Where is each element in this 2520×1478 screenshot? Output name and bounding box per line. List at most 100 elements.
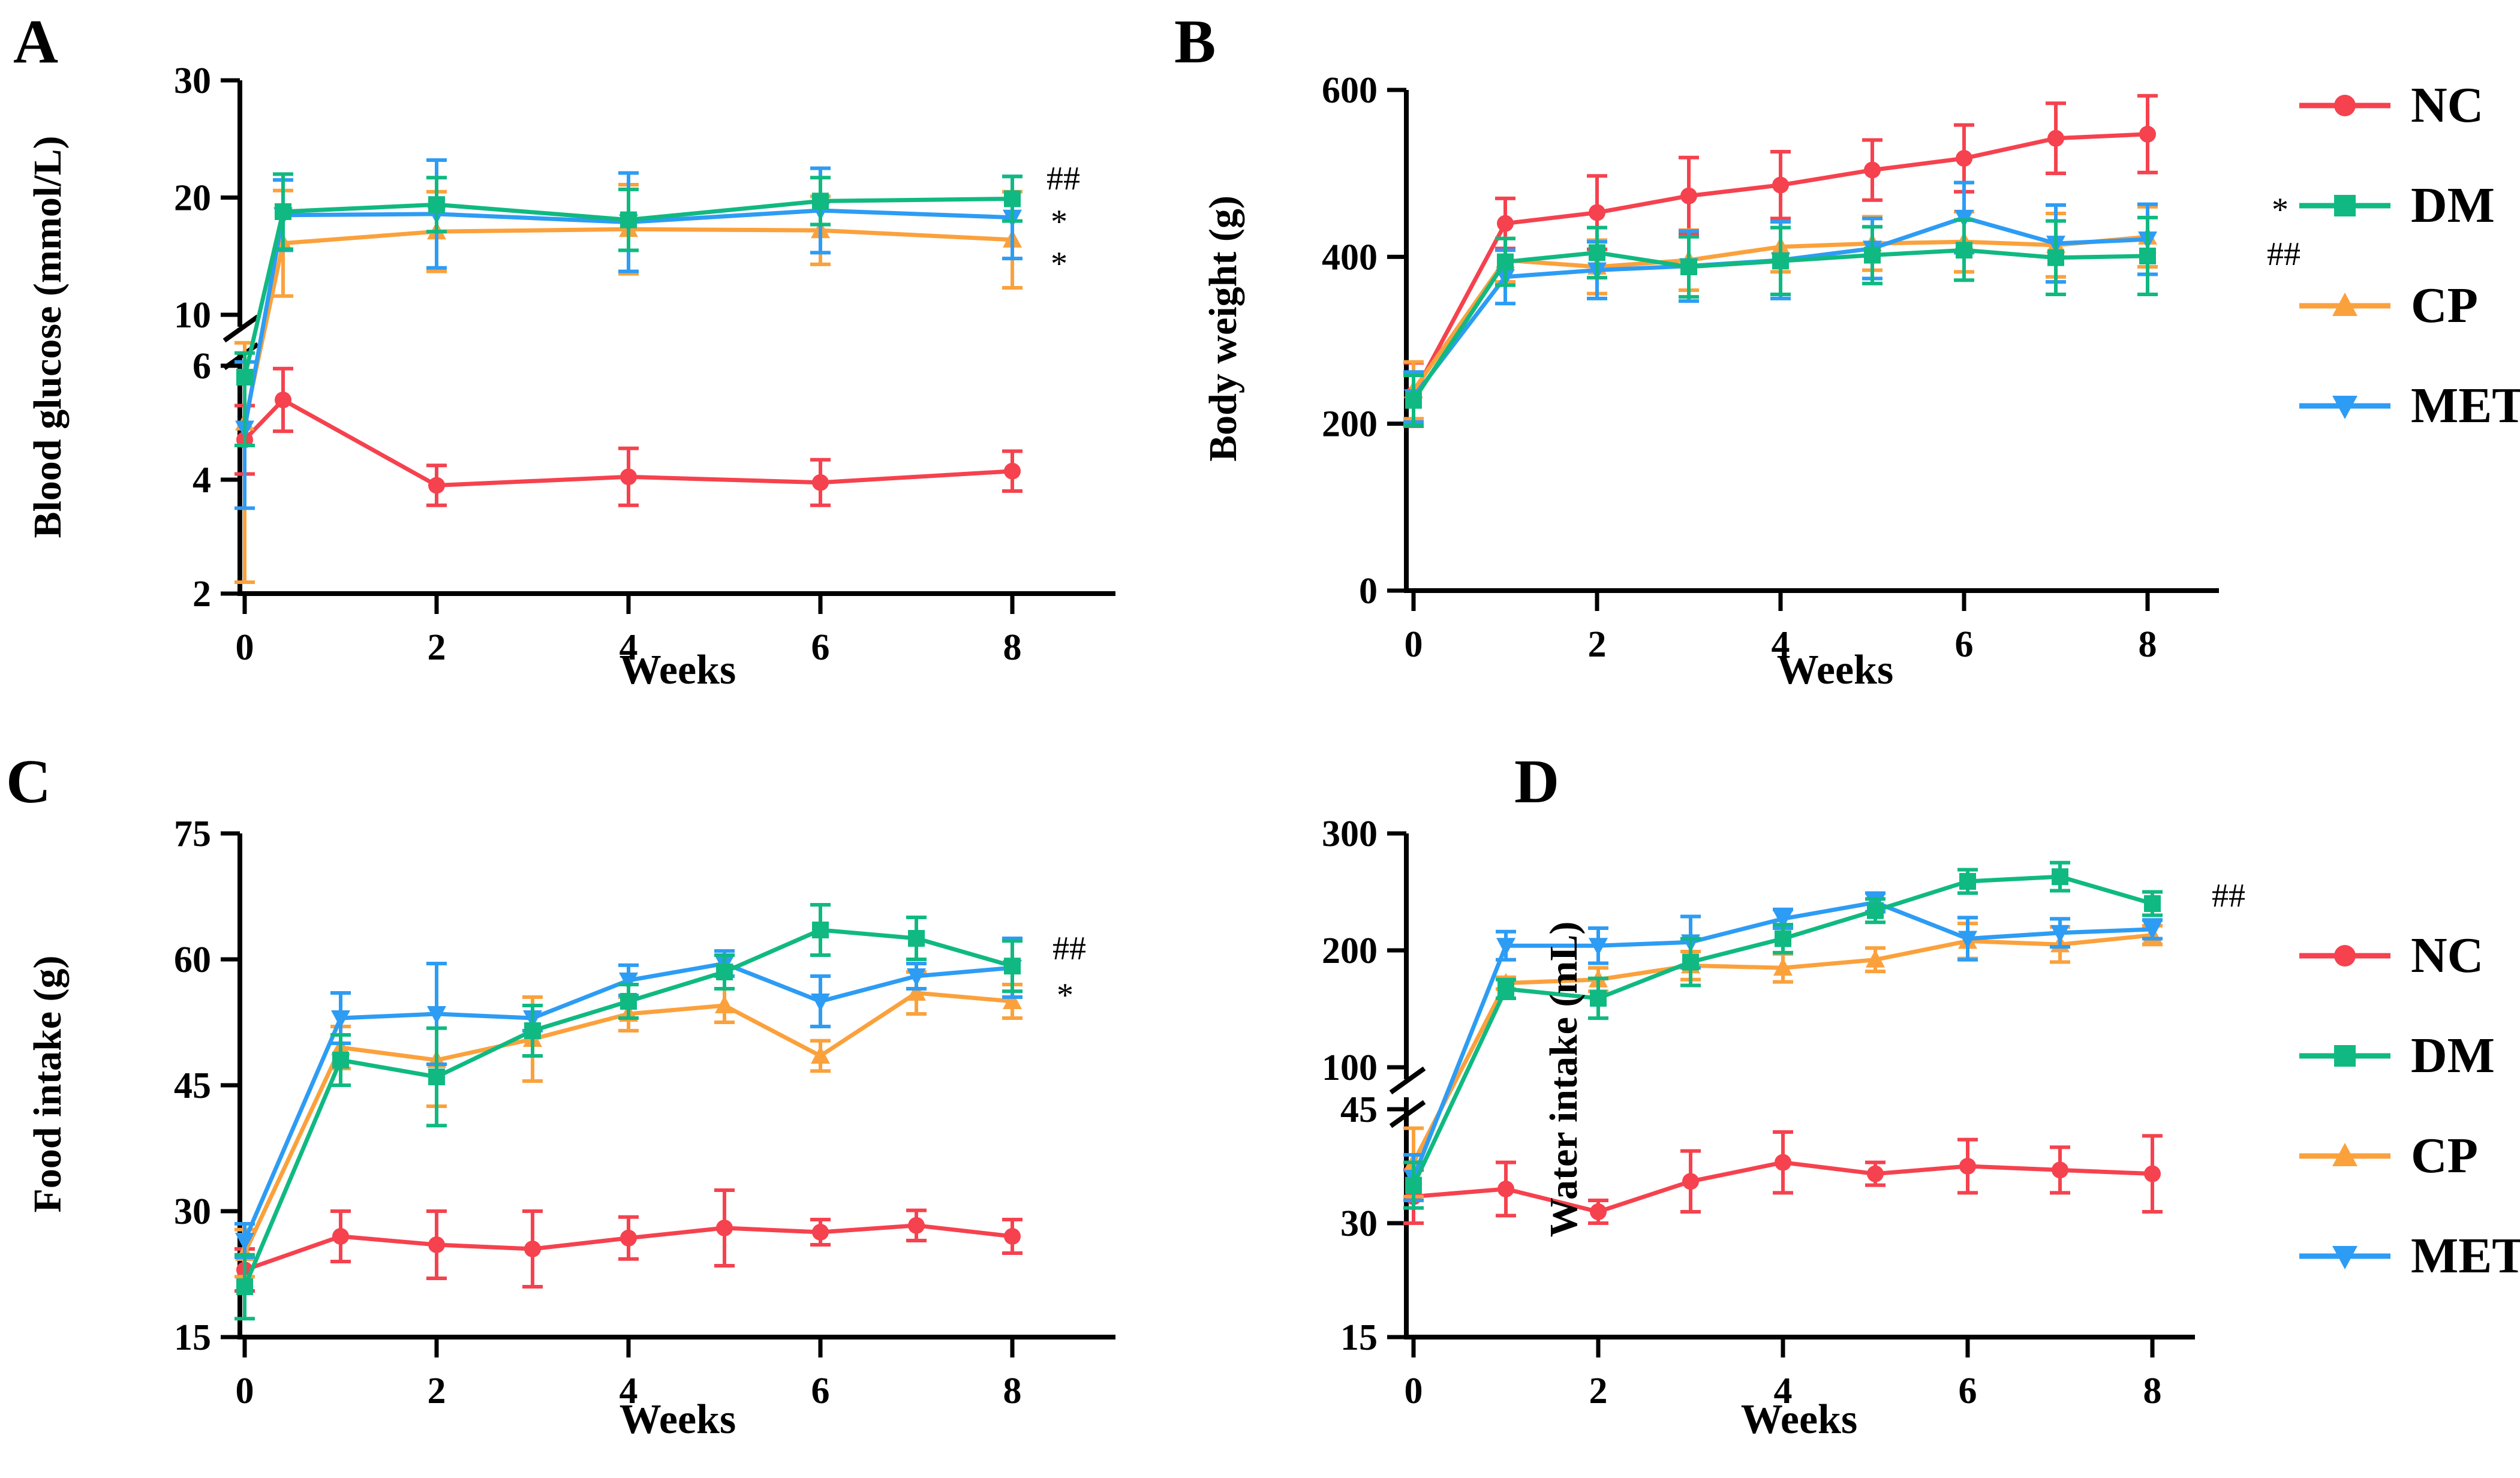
triangle-up-icon bbox=[2299, 292, 2390, 316]
panel-D-annotations: ## bbox=[2212, 877, 2245, 914]
legend-label: NC bbox=[2411, 77, 2484, 133]
svg-text:30: 30 bbox=[1340, 1203, 1378, 1244]
svg-text:*: * bbox=[1057, 977, 1073, 1014]
svg-text:*: * bbox=[1051, 245, 1067, 282]
panel-D-series-DM bbox=[1403, 860, 2163, 1210]
legend-top: NC DM CP MET bbox=[2297, 55, 2520, 456]
legend-item-NC: NC bbox=[2297, 905, 2520, 1006]
svg-text:4: 4 bbox=[620, 627, 638, 668]
legend-item-NC: NC bbox=[2297, 55, 2520, 155]
legend-label: MET bbox=[2411, 377, 2520, 434]
svg-text:10: 10 bbox=[174, 295, 211, 336]
square-icon bbox=[2299, 194, 2390, 216]
svg-text:0: 0 bbox=[236, 1371, 254, 1411]
svg-text:30: 30 bbox=[174, 61, 211, 101]
y-axis-label-B: Body weight (g) bbox=[1201, 195, 1245, 462]
y-axis-label-C: Food intake (g) bbox=[26, 955, 70, 1213]
svg-text:75: 75 bbox=[174, 814, 211, 854]
legend-label: DM bbox=[2411, 177, 2495, 233]
svg-text:8: 8 bbox=[2139, 624, 2157, 665]
panel-A-series-NC bbox=[234, 366, 1023, 507]
svg-text:2: 2 bbox=[193, 574, 211, 615]
svg-text:30: 30 bbox=[174, 1191, 211, 1232]
legend-label: DM bbox=[2411, 1027, 2495, 1083]
svg-text:0: 0 bbox=[1405, 1371, 1423, 1411]
svg-text:4: 4 bbox=[620, 1371, 638, 1411]
svg-text:200: 200 bbox=[1322, 404, 1378, 445]
x-axis-label-A: Weeks bbox=[619, 647, 736, 693]
svg-text:0: 0 bbox=[1405, 624, 1423, 665]
svg-text:8: 8 bbox=[1003, 1371, 1022, 1411]
svg-text:100: 100 bbox=[1322, 1047, 1378, 1088]
svg-text:##: ## bbox=[1052, 930, 1086, 967]
svg-text:2: 2 bbox=[428, 1371, 446, 1411]
svg-text:15: 15 bbox=[1340, 1317, 1378, 1358]
svg-text:600: 600 bbox=[1322, 70, 1378, 111]
legend-item-DM: DM bbox=[2297, 155, 2520, 255]
legend-item-DM: DM bbox=[2297, 1006, 2520, 1106]
svg-text:*: * bbox=[2272, 191, 2289, 228]
panel-label-D: D bbox=[1514, 747, 1560, 816]
svg-text:0: 0 bbox=[1359, 571, 1378, 612]
svg-text:20: 20 bbox=[174, 178, 211, 219]
svg-text:6: 6 bbox=[1959, 1371, 1977, 1411]
svg-text:15: 15 bbox=[174, 1317, 211, 1358]
panel-C-annotations: ## * bbox=[1052, 930, 1086, 1014]
svg-text:6: 6 bbox=[1955, 624, 1974, 665]
svg-text:45: 45 bbox=[174, 1065, 211, 1106]
panel-label-A: A bbox=[13, 7, 59, 76]
svg-text:2: 2 bbox=[1588, 624, 1607, 665]
triangle-up-icon bbox=[2299, 1142, 2390, 1166]
legend-bottom: NC DM CP MET bbox=[2297, 905, 2520, 1306]
svg-text:*: * bbox=[1051, 203, 1067, 240]
x-axis-label-B: Weeks bbox=[1776, 647, 1894, 693]
panel-A-series-DM bbox=[234, 172, 1023, 447]
svg-text:6: 6 bbox=[811, 627, 830, 668]
panel-label-B: B bbox=[1174, 7, 1216, 76]
svg-text:4: 4 bbox=[1772, 624, 1790, 665]
legend-item-CP: CP bbox=[2297, 1106, 2520, 1206]
square-icon bbox=[2299, 1044, 2390, 1067]
circle-icon bbox=[2299, 944, 2390, 967]
svg-text:6: 6 bbox=[811, 1371, 830, 1411]
legend-label: NC bbox=[2411, 927, 2484, 983]
svg-text:##: ## bbox=[1047, 160, 1080, 197]
panel-C-axes: 15 30 45 60 75 0 2 4 6 8 bbox=[174, 814, 1115, 1411]
panel-D-series-NC bbox=[1403, 1130, 2163, 1225]
x-axis-label-D: Weeks bbox=[1740, 1396, 1858, 1443]
x-axis-label-C: Weeks bbox=[619, 1396, 736, 1443]
panel-label-C: C bbox=[6, 747, 52, 816]
triangle-down-icon bbox=[2299, 1245, 2390, 1269]
y-axis-label-A: Blood glucose (mmol/L) bbox=[26, 136, 70, 538]
triangle-down-icon bbox=[2299, 395, 2390, 419]
svg-text:2: 2 bbox=[1589, 1371, 1608, 1411]
legend-label: CP bbox=[2411, 277, 2478, 333]
panel-B-series-DM bbox=[1403, 215, 2158, 428]
svg-text:400: 400 bbox=[1322, 237, 1378, 278]
legend-item-MET: MET bbox=[2297, 1206, 2520, 1306]
svg-text:300: 300 bbox=[1322, 814, 1378, 854]
panel-A-annotations: ## * * bbox=[1047, 160, 1080, 282]
svg-text:200: 200 bbox=[1322, 931, 1378, 971]
panel-B-axes: 0 200 400 600 0 2 4 6 8 bbox=[1322, 70, 2219, 665]
svg-text:8: 8 bbox=[2143, 1371, 2162, 1411]
y-axis-label-D: Water intake (mL) bbox=[1542, 921, 1586, 1238]
legend-item-MET: MET bbox=[2297, 356, 2520, 456]
legend-label: CP bbox=[2411, 1127, 2478, 1184]
svg-text:4: 4 bbox=[1774, 1371, 1793, 1411]
legend-item-CP: CP bbox=[2297, 255, 2520, 356]
svg-text:4: 4 bbox=[193, 460, 211, 501]
svg-text:8: 8 bbox=[1003, 627, 1022, 668]
panel-B-annotations: * ## bbox=[2267, 191, 2301, 273]
svg-text:##: ## bbox=[2267, 236, 2301, 273]
panel-C-series-DM bbox=[234, 903, 1023, 1321]
svg-text:6: 6 bbox=[193, 346, 211, 387]
panel-C-series-NC bbox=[234, 1188, 1023, 1293]
legend-label: MET bbox=[2411, 1227, 2520, 1284]
circle-icon bbox=[2299, 94, 2390, 116]
svg-text:##: ## bbox=[2212, 877, 2245, 914]
